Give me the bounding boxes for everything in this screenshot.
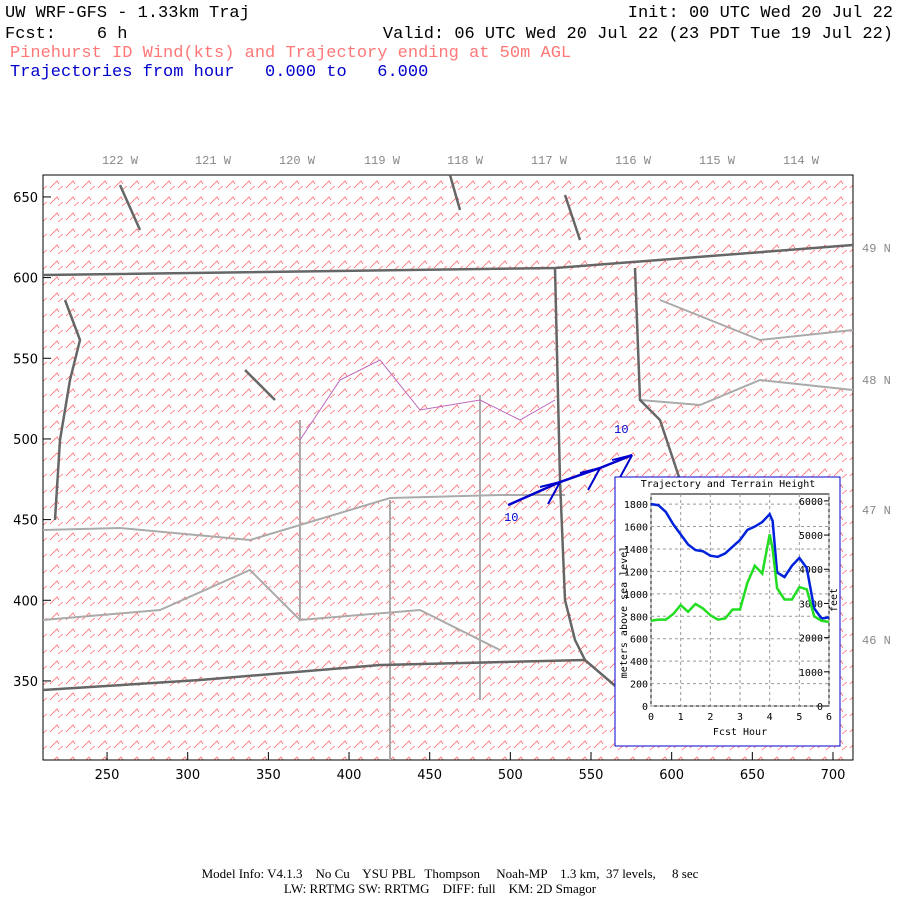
- y-tick-label: 500: [13, 433, 38, 448]
- valid-time: Valid: 06 UTC Wed 20 Jul 22 (23 PDT Tue …: [383, 25, 893, 44]
- y2-tick-label: 2000: [799, 634, 823, 645]
- y2-tick-label: 4000: [799, 565, 823, 576]
- title: UW WRF-GFS - 1.33km Traj: [5, 4, 250, 23]
- longitude-label: 118 W: [447, 154, 484, 168]
- map: [42, 174, 854, 761]
- x-tick-label: 1: [678, 712, 684, 723]
- x-tick-label: 700: [821, 768, 846, 783]
- latitude-label: 49 N: [862, 242, 891, 256]
- inset-y-label: meters above sea level: [619, 546, 630, 678]
- x-tick-label: 5: [796, 712, 802, 723]
- y-tick-label: 1000: [624, 590, 648, 601]
- trajectory-barb: [611, 454, 634, 478]
- y-tick-label: 400: [630, 657, 648, 668]
- y-tick-label: 600: [13, 272, 38, 287]
- init-time: Init: 00 UTC Wed 20 Jul 22: [628, 4, 893, 23]
- longitude-label: 114 W: [783, 154, 820, 168]
- y2-tick-label: 1000: [799, 668, 823, 679]
- inset-y2-label: feet: [829, 588, 840, 612]
- x-tick-label: 500: [498, 768, 523, 783]
- series-line: [650, 534, 830, 624]
- latitude-label: 46 N: [862, 634, 891, 648]
- subtitle: Pinehurst ID Wind(kts) and Trajectory en…: [10, 44, 571, 63]
- x-tick-label: 400: [337, 768, 362, 783]
- y-tick-label: 450: [13, 514, 38, 529]
- latitude-label: 47 N: [862, 504, 891, 518]
- y-tick-label: 1800: [624, 500, 648, 511]
- x-tick-label: 550: [579, 768, 604, 783]
- x-tick-label: 250: [95, 768, 120, 783]
- x-tick-label: 600: [659, 768, 684, 783]
- y-tick-label: 800: [630, 612, 648, 623]
- x-tick-label: 6: [826, 712, 832, 723]
- trajectory-barb: [579, 467, 601, 491]
- longitude-label: 116 W: [615, 154, 652, 168]
- y2-tick-label: 6000: [799, 497, 823, 508]
- inset-x-label: Fcst Hour: [713, 727, 767, 738]
- y-tick-label: 0: [642, 702, 648, 713]
- forecast-hour: Fcst: 6 h: [5, 25, 127, 44]
- y-tick-label: 600: [630, 635, 648, 646]
- river-lines: [299, 359, 556, 441]
- y-tick-label: 350: [13, 675, 38, 690]
- longitude-label: 120 W: [279, 154, 316, 168]
- x-tick-label: 0: [648, 712, 654, 723]
- latitude-label: 48 N: [862, 374, 891, 388]
- inset-frame: [614, 476, 841, 747]
- x-tick-label: 2: [707, 712, 713, 723]
- y2-tick-label: 0: [817, 702, 823, 713]
- y-tick-label: 400: [13, 594, 38, 609]
- x-tick-label: 300: [175, 768, 200, 783]
- trajectory-label: 10: [614, 423, 628, 437]
- y-tick-label: 1200: [624, 567, 648, 578]
- trajectory-label: 10: [504, 511, 518, 525]
- x-tick-label: 4: [767, 712, 773, 723]
- y-tick-label: 650: [13, 191, 38, 206]
- y-tick-label: 1600: [624, 523, 648, 534]
- inset-title: Trajectory and Terrain Height: [641, 479, 816, 490]
- y-tick-label: 1400: [624, 545, 648, 556]
- trajectory-barb: [539, 481, 561, 505]
- x-tick-label: 3: [737, 712, 743, 723]
- y2-tick-label: 5000: [799, 531, 823, 542]
- state-borders: [42, 174, 854, 692]
- x-tick-label: 650: [740, 768, 765, 783]
- y-tick-label: 200: [630, 680, 648, 691]
- x-tick-label: 350: [256, 768, 281, 783]
- y-tick-label: 550: [13, 352, 38, 367]
- footer-line2: LW: RRTMG SW: RRTMG DIFF: full KM: 2D Sm…: [284, 881, 597, 896]
- longitude-label: 121 W: [195, 154, 232, 168]
- longitude-label: 115 W: [699, 154, 736, 168]
- trajectory: [507, 453, 633, 507]
- longitude-label: 122 W: [102, 154, 139, 168]
- county-borders: [42, 299, 854, 760]
- x-tick-label: 450: [417, 768, 442, 783]
- longitude-label: 119 W: [364, 154, 401, 168]
- trajectory-range: Trajectories from hour 0.000 to 6.000: [10, 63, 428, 82]
- footer-line1: Model Info: V4.1.3 No Cu YSU PBL Thompso…: [202, 866, 699, 881]
- series-line: [650, 502, 830, 620]
- longitude-label: 117 W: [531, 154, 568, 168]
